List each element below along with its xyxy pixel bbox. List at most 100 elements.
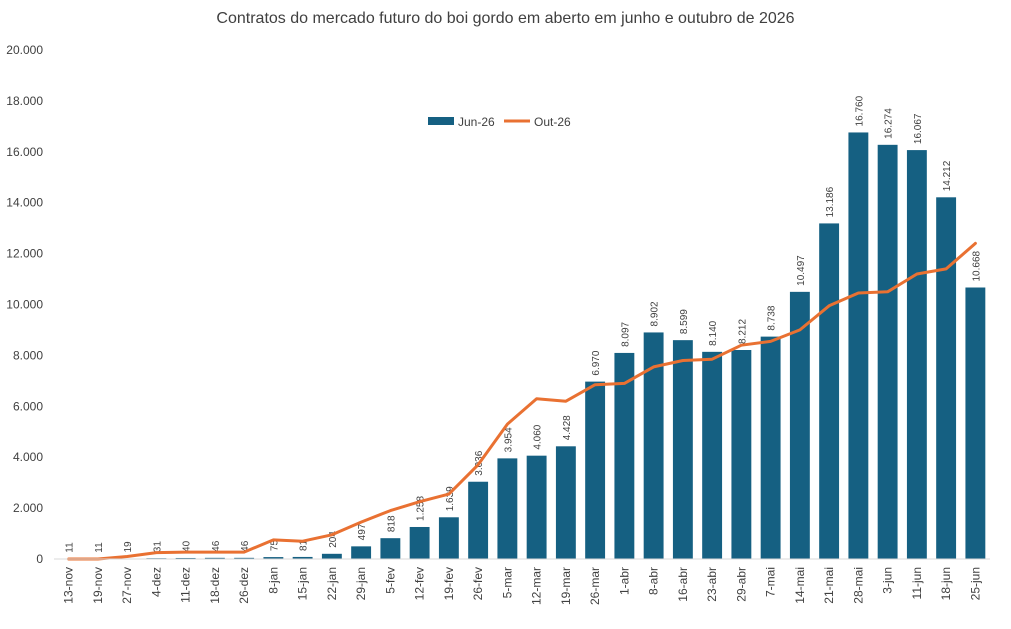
y-tick-label: 10.000 — [6, 298, 43, 312]
bar-data-label: 8.738 — [767, 305, 778, 330]
bar-data-label: 11 — [94, 542, 105, 553]
x-tick-label: 8-abr — [647, 567, 661, 595]
legend: Jun-26 Out-26 — [428, 115, 571, 129]
x-tick-label: 13-nov — [62, 567, 76, 604]
legend-label-jun-26: Jun-26 — [458, 115, 495, 129]
bar-data-label: 204 — [328, 531, 339, 548]
bar — [789, 291, 810, 559]
bar — [409, 526, 430, 559]
x-tick-label: 19-nov — [91, 567, 105, 604]
bar-data-label: 8.140 — [708, 320, 719, 345]
x-tick-label: 15-jan — [296, 567, 310, 600]
bar-data-label: 46 — [240, 540, 251, 552]
bar — [906, 150, 927, 559]
bar-series — [58, 132, 986, 559]
bar — [848, 132, 869, 559]
bar-data-label: 818 — [386, 515, 397, 532]
x-tick-label: 19-fev — [442, 567, 456, 600]
x-tick-label: 21-mai — [822, 567, 836, 604]
bar — [497, 458, 518, 559]
bar-data-label: 1.258 — [416, 496, 427, 521]
bar-data-label: 10.497 — [796, 255, 807, 286]
line-series — [67, 241, 977, 561]
bar — [614, 352, 635, 559]
bar-data-label: 11 — [65, 542, 76, 553]
bar-data-label: 81 — [299, 539, 310, 551]
x-tick-label: 16-abr — [676, 567, 690, 602]
bar-data-label: 75 — [269, 540, 280, 552]
bar-data-label: 31 — [152, 541, 163, 553]
bar — [819, 223, 840, 559]
bar-data-label: 3.954 — [503, 427, 514, 452]
y-tick-label: 6.000 — [13, 399, 43, 413]
bar-data-label: 4.428 — [562, 415, 573, 440]
bar — [702, 351, 723, 559]
bar-data-label: 14.212 — [942, 160, 953, 191]
x-tick-label: 11-dez — [179, 567, 193, 603]
y-tick-label: 2.000 — [13, 501, 43, 515]
x-tick-label: 18-dez — [208, 567, 222, 604]
x-axis: 13-nov 19-nov 27-nov 4-dez 11-dez 18-dez 26-de… — [54, 558, 990, 605]
x-tick-label: 5-fev — [383, 567, 397, 594]
bar — [643, 332, 664, 559]
bar-data-label: 16.274 — [884, 108, 895, 139]
bar — [175, 557, 196, 559]
bar — [585, 381, 606, 559]
bar — [468, 481, 489, 559]
series-line-out-26 — [67, 241, 977, 561]
chart-title: Contratos do mercado futuro do boi gordo… — [216, 10, 795, 27]
x-tick-label: 4-dez — [149, 567, 163, 597]
bar — [965, 287, 986, 559]
bar — [877, 144, 898, 559]
x-tick-label: 26-dez — [237, 567, 251, 604]
x-tick-label: 7-mai — [764, 567, 778, 597]
bar — [672, 340, 693, 559]
x-tick-label: 1-abr — [617, 567, 631, 595]
bar-data-label: 10.668 — [971, 250, 982, 281]
bar — [321, 553, 342, 559]
bar — [760, 336, 781, 559]
x-tick-label: 8-jan — [266, 567, 280, 594]
x-tick-label: 12-mar — [530, 567, 544, 605]
x-tick-label: 29-jan — [354, 567, 368, 600]
x-tick-label: 12-fev — [413, 567, 427, 600]
x-tick-label: 14-mai — [793, 567, 807, 604]
x-tick-label: 11-jun — [910, 567, 924, 599]
x-tick-label: 26-fev — [471, 567, 485, 600]
bar — [234, 557, 255, 559]
bar-data-label: 8.097 — [620, 321, 631, 346]
x-tick-label: 23-abr — [705, 567, 719, 602]
legend-label-out-26: Out-26 — [534, 115, 571, 129]
y-axis: 0 2.000 4.000 6.000 8.000 10.000 12.000 14.000 1… — [6, 43, 43, 566]
y-tick-label: 0 — [36, 552, 43, 566]
x-tick-label: 3-jun — [881, 567, 895, 594]
x-tick-label: 25-jun — [968, 567, 982, 600]
bar — [526, 455, 547, 559]
bar-data-label: 8.599 — [679, 309, 690, 334]
y-tick-label: 18.000 — [6, 94, 43, 108]
bar-data-label: 497 — [357, 523, 368, 540]
bar — [204, 557, 225, 559]
bar-data-label: 16.067 — [913, 113, 924, 144]
bar — [555, 446, 576, 559]
x-tick-label: 29-abr — [734, 567, 748, 602]
x-tick-label: 26-mar — [588, 567, 602, 605]
y-tick-label: 8.000 — [13, 348, 43, 362]
bar — [380, 538, 401, 559]
bar-data-label: 19 — [123, 541, 134, 553]
x-tick-label: 18-jun — [939, 567, 953, 600]
bar-data-label: 6.970 — [591, 350, 602, 375]
bar — [438, 517, 459, 559]
bar-data-label: 8.902 — [650, 301, 661, 326]
y-tick-label: 16.000 — [6, 145, 43, 159]
x-tick-label: 28-mai — [851, 567, 865, 604]
bar-data-label: 40 — [182, 540, 193, 552]
bar-data-label: 16.760 — [854, 95, 865, 126]
bar-data-label: 1.639 — [445, 486, 456, 511]
y-tick-label: 4.000 — [13, 450, 43, 464]
y-tick-label: 20.000 — [6, 43, 43, 57]
y-tick-label: 12.000 — [6, 247, 43, 261]
x-tick-label: 22-jan — [325, 567, 339, 600]
